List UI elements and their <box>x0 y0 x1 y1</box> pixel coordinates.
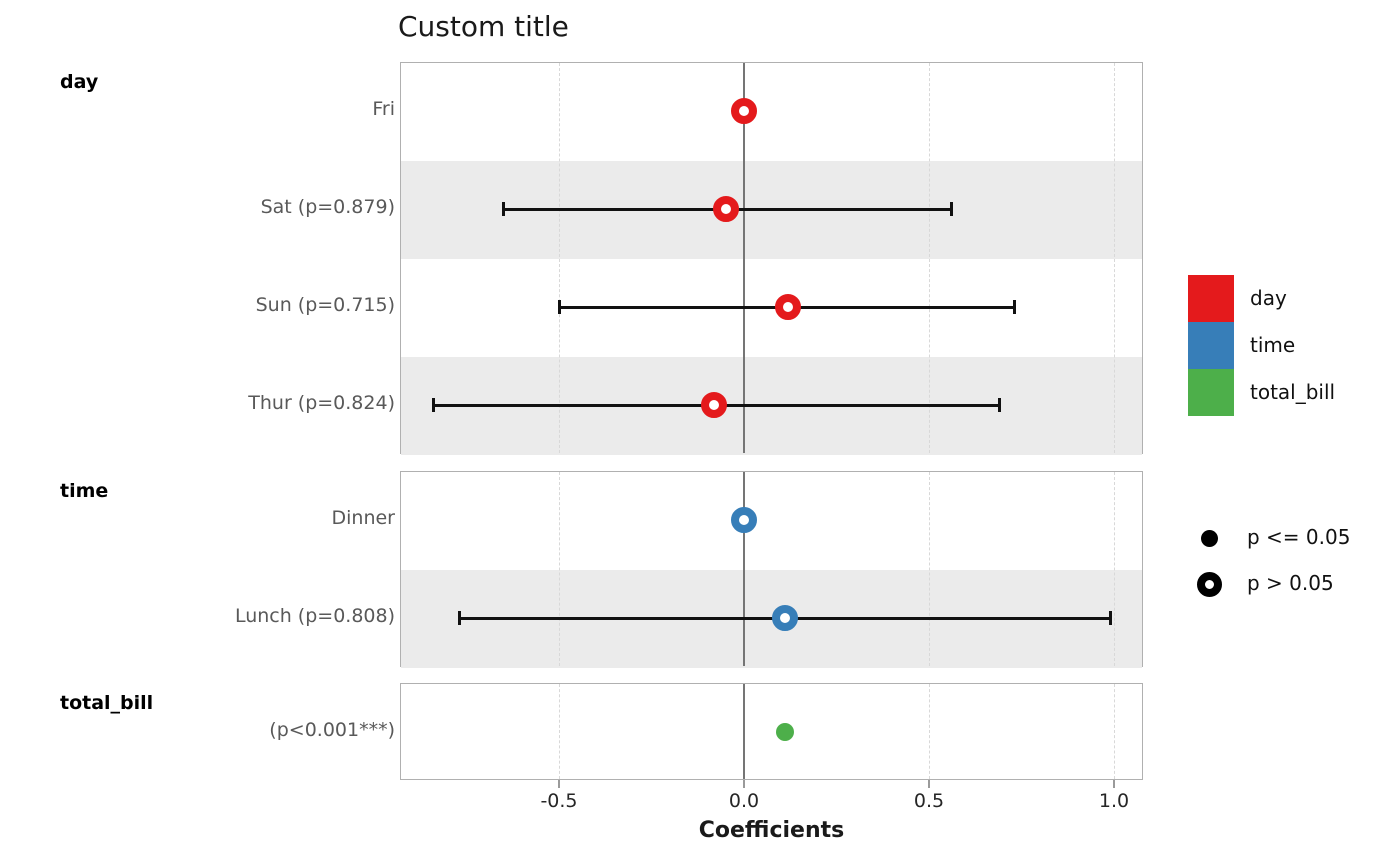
zero-reference-line <box>743 63 745 453</box>
estimate-point-open <box>712 196 739 222</box>
estimate-point-open <box>731 98 757 124</box>
gridline-dashed <box>1114 63 1115 453</box>
legend-shape-label: p > 0.05 <box>1247 571 1334 595</box>
error-bar-cap <box>1108 611 1112 625</box>
row-label: (p<0.001***) <box>269 718 395 741</box>
row-label: Thur (p=0.824) <box>248 392 395 414</box>
x-tick-label: -0.5 <box>540 790 578 812</box>
error-bar-cap <box>557 300 561 314</box>
panel-time <box>400 471 1143 668</box>
gridline-dashed <box>929 684 930 779</box>
x-axis-label: Coefficients <box>698 818 845 843</box>
estimate-point-filled <box>775 722 794 741</box>
error-bar-cap <box>1012 300 1016 314</box>
row-label: Dinner <box>331 507 396 529</box>
nonsignificant-marker-icon <box>1197 571 1222 597</box>
legend-color-label: total_bill <box>1250 380 1336 404</box>
x-tick <box>558 780 560 788</box>
legend-color-swatch-day <box>1188 275 1234 322</box>
row-label: Sat (p=0.879) <box>260 196 395 218</box>
error-bar-cap <box>997 398 1001 412</box>
row-label: Lunch (p=0.808) <box>234 605 395 627</box>
x-tick <box>1113 780 1115 788</box>
chart-title: Custom title <box>398 10 569 43</box>
estimate-point-open <box>771 605 798 631</box>
significant-marker-icon <box>1201 529 1218 547</box>
error-bar-cap <box>457 611 461 625</box>
x-tick <box>743 780 745 788</box>
legend-shape-label: p <= 0.05 <box>1247 525 1351 549</box>
legend-color-label: time <box>1250 333 1296 357</box>
gridline-dashed <box>1114 684 1115 779</box>
panel-day <box>400 62 1143 455</box>
row-label: Fri <box>372 98 395 120</box>
gridline-dashed <box>559 472 560 666</box>
legend-color-label: day <box>1250 286 1287 310</box>
gridline-dashed <box>559 63 560 453</box>
estimate-point-open <box>701 392 728 418</box>
x-tick-label: 0.5 <box>913 790 945 812</box>
error-bar-cap <box>431 398 435 412</box>
zero-reference-line <box>743 472 745 666</box>
panel-total_bill <box>400 683 1143 780</box>
estimate-point-open <box>731 507 757 533</box>
gridline-dashed <box>559 684 560 779</box>
error-bar-cap <box>949 202 953 216</box>
panel-header-total_bill: total_bill <box>60 692 154 714</box>
estimate-point-open <box>775 294 802 320</box>
x-tick <box>928 780 930 788</box>
gridline-dashed <box>1114 472 1115 666</box>
gridline-dashed <box>929 63 930 453</box>
legend-color-swatch-total_bill <box>1188 369 1234 416</box>
x-tick-label: 0.0 <box>728 790 760 812</box>
panel-header-time: time <box>60 480 109 502</box>
zero-reference-line <box>743 684 745 779</box>
row-label: Sun (p=0.715) <box>255 294 395 316</box>
legend-color-swatch-time <box>1188 322 1234 369</box>
gridline-dashed <box>929 472 930 666</box>
panel-header-day: day <box>60 71 99 93</box>
x-tick-label: 1.0 <box>1098 790 1130 812</box>
error-bar-cap <box>502 202 505 216</box>
